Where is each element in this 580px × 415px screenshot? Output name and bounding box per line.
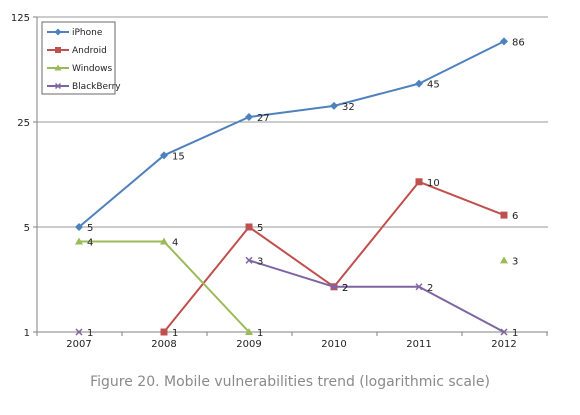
legend-item-blackberry: BlackBerry [47,82,121,92]
data-label: 3 [257,256,263,267]
data-label: 4 [172,238,178,249]
data-point-marker [500,37,508,46]
data-label: 15 [172,151,185,162]
data-label: 6 [512,211,518,222]
series-windows: 4 4 1 3 [75,237,518,339]
data-point-marker [415,178,423,186]
x-tick-label: 2007 [66,339,91,350]
data-point-marker [75,328,83,336]
data-label: 2 [342,283,348,294]
y-tick-label: 5 [24,223,30,234]
x-tick-label: 2011 [406,339,431,350]
data-label: 4 [87,238,93,249]
data-label: 1 [172,328,178,339]
legend-label: iPhone [72,28,103,38]
data-point-marker [330,101,338,110]
data-point-marker [54,28,62,36]
data-point-marker [160,328,168,336]
data-label: 10 [427,178,440,189]
legend-label: Windows [72,64,112,74]
series-line [248,259,505,333]
x-tick-label: 2010 [321,339,346,350]
legend-item-windows: Windows [47,64,112,74]
legend-item-android: Android [47,46,107,56]
legend-label: Android [72,46,107,56]
y-tick-label: 25 [17,118,30,129]
data-point-marker [245,256,253,264]
data-label: 2 [427,283,433,294]
data-point-marker [245,223,253,231]
legend: iPhone Android Windows BlackBerry [41,21,121,95]
data-label: 2 [342,283,348,294]
series-line [78,40,505,228]
data-point-marker [54,64,62,71]
data-point-marker [55,47,61,53]
data-point-marker [500,256,508,264]
legend-box [41,21,116,95]
data-point-marker [415,283,423,291]
legend-label: BlackBerry [72,82,121,92]
legend-item-iphone: iPhone [47,28,103,38]
series-android: 1 5 2 10 6 [160,178,518,339]
data-label: 45 [427,80,440,91]
y-tick-label: 125 [11,13,30,24]
data-label: 1 [257,328,263,339]
data-label: 86 [512,37,525,48]
axes [33,16,548,336]
data-label: 32 [342,102,355,113]
data-point-marker [75,223,83,231]
x-tick-label: 2009 [236,339,261,350]
data-label: 5 [257,223,263,234]
figure-caption: Figure 20. Mobile vulnerabilities trend … [90,374,490,390]
data-point-marker [160,151,168,160]
data-point-marker [75,237,83,245]
series-iphone: 5 15 27 32 45 86 [75,37,525,234]
series-line [163,180,505,333]
series-blackberry: 1 3 2 2 1 [75,256,518,339]
data-label: 3 [512,256,518,267]
data-point-marker [54,82,62,90]
data-point-marker [415,79,423,88]
data-point-marker [330,283,338,291]
y-tick-labels: 1 5 25 125 [11,13,30,339]
data-label: 1 [512,328,518,339]
x-tick-label: 2012 [491,339,516,350]
x-tick-labels: 2007 2008 2009 2010 2011 2012 [66,339,516,350]
series-line [79,240,250,333]
data-label: 5 [87,223,93,234]
x-tick-label: 2008 [151,339,176,350]
y-tick-label: 1 [24,328,30,339]
data-label: 1 [87,328,93,339]
data-point-marker [160,237,168,245]
data-label: 27 [257,113,270,124]
data-point-marker [245,328,253,335]
data-point-marker [500,211,508,219]
data-point-marker [245,112,253,121]
data-point-marker [500,328,508,336]
